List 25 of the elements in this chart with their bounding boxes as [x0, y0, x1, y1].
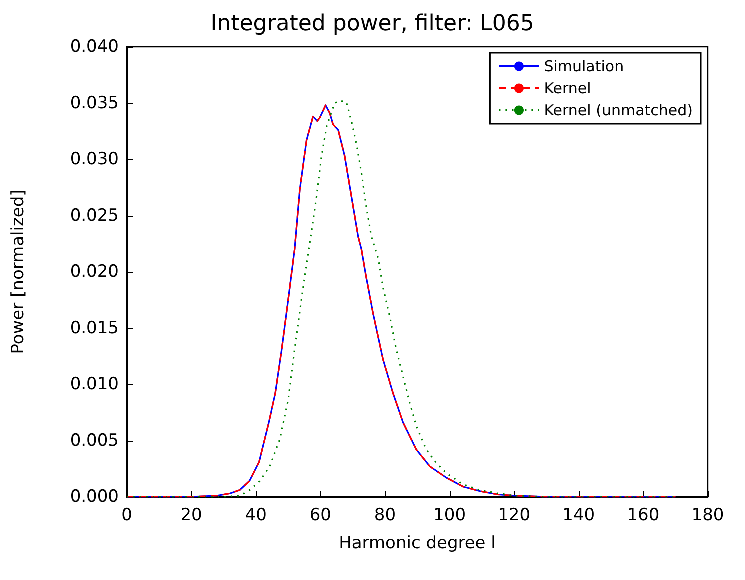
y-tick-label: 0.030: [70, 150, 119, 170]
x-tick-label: 100: [434, 506, 466, 526]
y-tick-label: 0.010: [70, 374, 119, 394]
legend-label: Kernel: [544, 80, 592, 98]
x-tick-label: 140: [562, 506, 596, 526]
x-axis-title: Harmonic degree l: [339, 534, 496, 554]
x-tick-label: 120: [498, 506, 531, 526]
legend-label: Kernel (unmatched): [544, 102, 694, 120]
x-tick-label: 160: [627, 506, 660, 526]
x-tick-label: 20: [180, 506, 202, 526]
x-tick-label: 40: [245, 506, 267, 526]
y-tick-label: 0.005: [70, 430, 119, 451]
y-axis-title: Power [normalized]: [8, 190, 28, 354]
y-tick-label: 0.015: [70, 318, 119, 338]
legend-label: Simulation: [544, 58, 624, 76]
x-tick-label: 0: [122, 506, 132, 526]
y-tick-label: 0.020: [70, 262, 119, 282]
chart-title: Integrated power, filter: L065: [210, 12, 534, 36]
x-tick-label: 80: [374, 506, 396, 526]
y-tick-label: 0.000: [70, 487, 119, 507]
x-tick-label: 60: [310, 506, 332, 526]
y-tick-label: 0.040: [70, 37, 119, 57]
y-tick-label: 0.025: [70, 206, 119, 226]
y-tick-label: 0.035: [70, 93, 119, 114]
x-tick-label: 180: [692, 506, 724, 526]
